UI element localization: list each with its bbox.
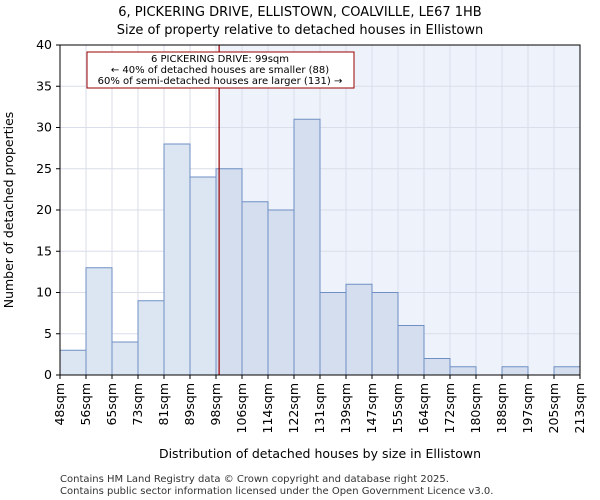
x-tick-label: 73sqm	[130, 383, 145, 426]
x-tick-label: 122sqm	[286, 383, 301, 433]
x-axis: 48sqm 56sqm 65sqm 73sqm 81sqm 89sqm 98sqm 106sq…	[52, 375, 587, 433]
x-tick-label: 98sqm	[208, 383, 223, 426]
bar-164sqm	[423, 358, 451, 376]
y-tick-label: 30	[36, 120, 52, 135]
bar-155sqm	[397, 325, 425, 376]
x-tick-label: 213sqm	[572, 383, 587, 433]
bar-81sqm	[163, 143, 191, 376]
x-tick-label: 139sqm	[338, 383, 353, 433]
bar-147sqm	[371, 292, 399, 376]
bar-56sqm	[85, 267, 113, 376]
x-tick-label: 172sqm	[442, 383, 457, 433]
bar-188sqm	[501, 366, 529, 376]
bar-139sqm	[345, 283, 373, 376]
annotation-line-2: ← 40% of detached houses are smaller (88…	[111, 65, 329, 76]
x-tick-label: 205sqm	[546, 383, 561, 433]
annotation-line-3: 60% of semi-detached houses are larger (…	[98, 76, 343, 87]
y-tick-label: 0	[44, 367, 52, 382]
y-axis: 0 5 10 15 20 25 30 35 40	[36, 37, 60, 382]
y-tick-label: 20	[36, 202, 52, 217]
y-tick-label: 35	[36, 78, 52, 93]
bar-172sqm	[449, 366, 477, 376]
footer-line-2: Contains public sector information licen…	[60, 486, 493, 497]
bar-131sqm	[319, 292, 347, 376]
bar-205sqm	[553, 366, 581, 376]
bar-114sqm	[267, 209, 295, 376]
y-axis-label: Number of detached properties	[1, 112, 16, 309]
footer-line-1: Contains HM Land Registry data © Crown c…	[60, 474, 449, 485]
chart-subtitle: Size of property relative to detached ho…	[117, 23, 484, 38]
bar-122sqm	[293, 118, 321, 376]
y-tick-label: 10	[36, 285, 52, 300]
y-tick-label: 25	[36, 161, 52, 176]
x-tick-label: 56sqm	[78, 383, 93, 426]
x-tick-label: 155sqm	[390, 383, 405, 433]
x-tick-label: 147sqm	[364, 383, 379, 433]
chart-title: 6, PICKERING DRIVE, ELLISTOWN, COALVILLE…	[118, 5, 481, 20]
bar-98sqm	[215, 168, 243, 376]
bar-73sqm	[137, 300, 165, 376]
bar-106sqm	[241, 201, 269, 376]
x-tick-label: 81sqm	[156, 383, 171, 426]
x-tick-label: 164sqm	[416, 383, 431, 433]
x-tick-label: 65sqm	[104, 383, 119, 426]
bar-48sqm	[59, 349, 87, 376]
bar-65sqm	[111, 341, 139, 376]
x-tick-label: 89sqm	[182, 383, 197, 426]
annotation-line-1: 6 PICKERING DRIVE: 99sqm	[151, 54, 289, 65]
x-tick-label: 106sqm	[234, 383, 249, 433]
x-tick-label: 197sqm	[520, 383, 535, 433]
annotation-box: 6 PICKERING DRIVE: 99sqm ← 40% of detach…	[86, 51, 355, 89]
annotation-frame	[86, 51, 355, 89]
y-tick-label: 40	[36, 37, 52, 52]
x-axis-label: Distribution of detached houses by size …	[159, 446, 481, 461]
y-tick-label: 5	[44, 326, 52, 341]
x-tick-label: 114sqm	[260, 383, 275, 433]
bars	[59, 118, 581, 376]
x-tick-label: 188sqm	[494, 383, 509, 433]
x-tick-label: 131sqm	[312, 383, 327, 433]
x-tick-label: 180sqm	[468, 383, 483, 433]
y-tick-label: 15	[36, 243, 52, 258]
bar-89sqm	[189, 176, 217, 376]
x-tick-label: 48sqm	[52, 383, 67, 426]
